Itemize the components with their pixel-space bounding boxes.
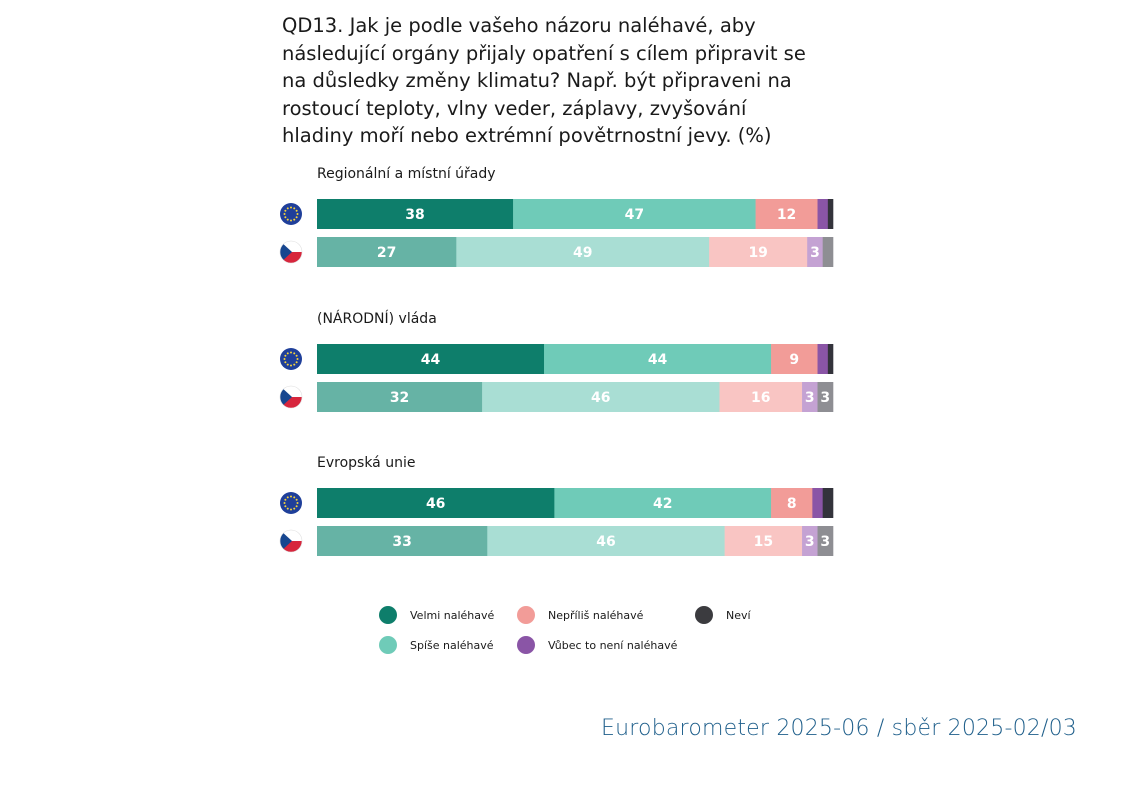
legend-item: Velmi naléhavé bbox=[379, 606, 495, 624]
bar-segment bbox=[513, 199, 756, 229]
bar-segment bbox=[709, 237, 808, 267]
bar-segment bbox=[822, 488, 834, 518]
category-label: Regionální a místní úřady bbox=[317, 166, 496, 182]
bar-segment bbox=[317, 382, 483, 412]
data-label: 12 bbox=[777, 207, 796, 223]
bar-segment bbox=[822, 237, 834, 267]
bar-segment bbox=[724, 526, 803, 556]
bar-segment bbox=[554, 488, 772, 518]
category-group: Regionální a místní úřady 38 47 12 27 49 19 3 bbox=[279, 166, 834, 267]
data-label: 46 bbox=[426, 496, 445, 512]
source-note: Eurobarometer 2025-06 / sběr 2025-02/03 bbox=[601, 716, 1077, 741]
category-group: Evropská unie 46 42 8 33 46 15 3 3 bbox=[279, 455, 834, 556]
legend: Velmi naléhavé Nepříliš naléhavé Neví Spíše… bbox=[379, 606, 752, 654]
data-label: 44 bbox=[648, 352, 668, 368]
bar-segment bbox=[719, 382, 803, 412]
czech-flag-icon bbox=[279, 385, 303, 409]
category-group: (NÁRODNÍ) vláda 44 44 9 32 46 16 3 3 bbox=[279, 310, 834, 412]
chart-title: QD13. Jak je podle vašeho názoru naléhav… bbox=[282, 14, 806, 147]
legend-item: Vůbec to není naléhavé bbox=[517, 636, 678, 654]
czech-flag-icon bbox=[279, 240, 303, 264]
data-label: 15 bbox=[754, 534, 773, 550]
data-label: 44 bbox=[421, 352, 441, 368]
bar-segment bbox=[817, 382, 834, 412]
data-label: 3 bbox=[805, 390, 815, 406]
legend-swatch bbox=[379, 606, 397, 624]
bar-segment bbox=[807, 237, 823, 267]
data-label: 3 bbox=[810, 245, 820, 261]
bar-segment bbox=[827, 344, 834, 374]
data-label: 27 bbox=[377, 245, 396, 261]
bar-segment bbox=[544, 344, 772, 374]
bar-segment bbox=[817, 526, 834, 556]
legend-item: Neví bbox=[695, 606, 752, 624]
data-label: 3 bbox=[805, 534, 815, 550]
legend-label: Vůbec to není naléhavé bbox=[548, 639, 678, 652]
bar-segment bbox=[812, 488, 823, 518]
data-label: 42 bbox=[653, 496, 672, 512]
legend-label: Neví bbox=[726, 609, 752, 622]
bar-segment bbox=[802, 382, 818, 412]
bar-segment bbox=[771, 488, 813, 518]
category-label: (NÁRODNÍ) vláda bbox=[317, 310, 437, 327]
category-label: Evropská unie bbox=[317, 455, 415, 471]
data-label: 3 bbox=[820, 390, 830, 406]
data-label: 47 bbox=[625, 207, 644, 223]
legend-swatch bbox=[517, 606, 535, 624]
data-label: 33 bbox=[392, 534, 411, 550]
bar-segment bbox=[487, 526, 725, 556]
legend-item: Spíše naléhavé bbox=[379, 636, 494, 654]
bar-segment bbox=[317, 237, 457, 267]
bar-segment bbox=[317, 526, 488, 556]
eu-flag-icon bbox=[280, 203, 302, 225]
bar-segment bbox=[482, 382, 720, 412]
data-label: 9 bbox=[789, 352, 799, 368]
data-label: 32 bbox=[390, 390, 409, 406]
data-label: 8 bbox=[787, 496, 797, 512]
eu-flag-icon bbox=[280, 492, 302, 514]
bar-segment bbox=[802, 526, 818, 556]
data-label: 46 bbox=[596, 534, 615, 550]
bar-segment bbox=[317, 344, 545, 374]
data-label: 38 bbox=[405, 207, 424, 223]
legend-label: Spíše naléhavé bbox=[410, 639, 494, 652]
data-label: 16 bbox=[751, 390, 770, 406]
bar-segment bbox=[771, 344, 818, 374]
legend-swatch bbox=[695, 606, 713, 624]
bar-segment bbox=[817, 199, 829, 229]
legend-swatch bbox=[517, 636, 535, 654]
legend-item: Nepříliš naléhavé bbox=[517, 606, 644, 624]
bar-segment bbox=[317, 488, 555, 518]
data-label: 49 bbox=[573, 245, 592, 261]
bar-segment bbox=[317, 199, 514, 229]
bar-segment bbox=[827, 199, 834, 229]
data-label: 46 bbox=[591, 390, 610, 406]
czech-flag-icon bbox=[279, 529, 303, 553]
data-label: 3 bbox=[820, 534, 830, 550]
bar-segment bbox=[817, 344, 829, 374]
bar-segment bbox=[456, 237, 710, 267]
data-label: 19 bbox=[748, 245, 767, 261]
legend-label: Velmi naléhavé bbox=[410, 609, 495, 622]
legend-swatch bbox=[379, 636, 397, 654]
eu-flag-icon bbox=[280, 348, 302, 370]
bar-segment bbox=[755, 199, 818, 229]
legend-label: Nepříliš naléhavé bbox=[548, 609, 644, 622]
